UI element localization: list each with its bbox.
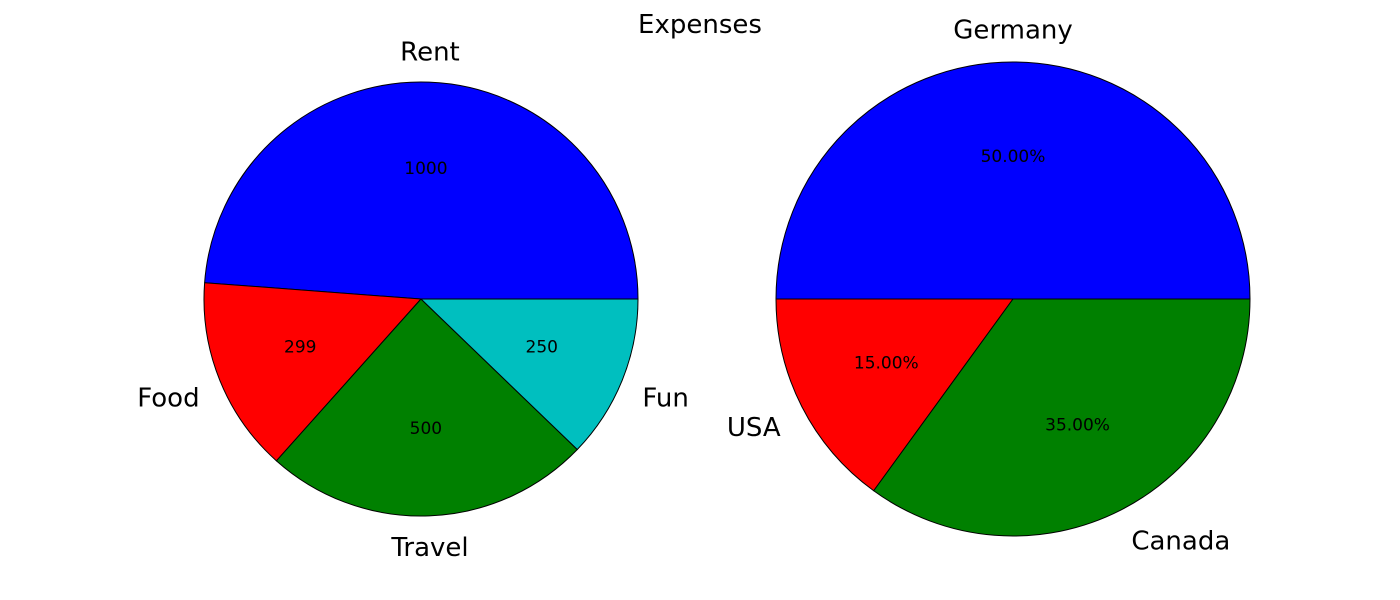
slice-value-usa: 15.00% [854, 354, 919, 374]
pie-slice-rent [204, 81, 639, 300]
slice-label-canada: Canada [1131, 527, 1230, 557]
pie-slice-germany [775, 61, 1251, 300]
slice-value-rent: 1000 [404, 159, 447, 179]
pie-slice-canada [873, 298, 1251, 537]
pie-slice-usa [775, 298, 1014, 492]
slice-value-travel: 500 [410, 419, 442, 439]
slice-label-travel: Travel [390, 533, 468, 563]
slice-label-food: Food [137, 384, 199, 414]
slice-label-fun: Fun [642, 384, 689, 414]
slice-label-rent: Rent [400, 37, 460, 67]
expenses-country-pie: Germany 50.00% USA 15.00% Canada 35.00% [727, 15, 1251, 557]
slice-label-germany: Germany [953, 15, 1073, 45]
slice-value-fun: 250 [526, 338, 558, 358]
expenses-category-pie: Rent 1000 Food 299 Travel 500 Fun 250 [137, 37, 689, 562]
pie-slice-travel [275, 298, 578, 517]
slice-value-germany: 50.00% [981, 147, 1046, 167]
pie-slice-fun [420, 298, 639, 451]
slice-label-usa: USA [727, 413, 781, 443]
figure-title: Expenses [638, 10, 762, 40]
slice-value-canada: 35.00% [1045, 416, 1110, 436]
pie-slice-food [203, 282, 422, 462]
slice-value-food: 299 [284, 338, 316, 358]
